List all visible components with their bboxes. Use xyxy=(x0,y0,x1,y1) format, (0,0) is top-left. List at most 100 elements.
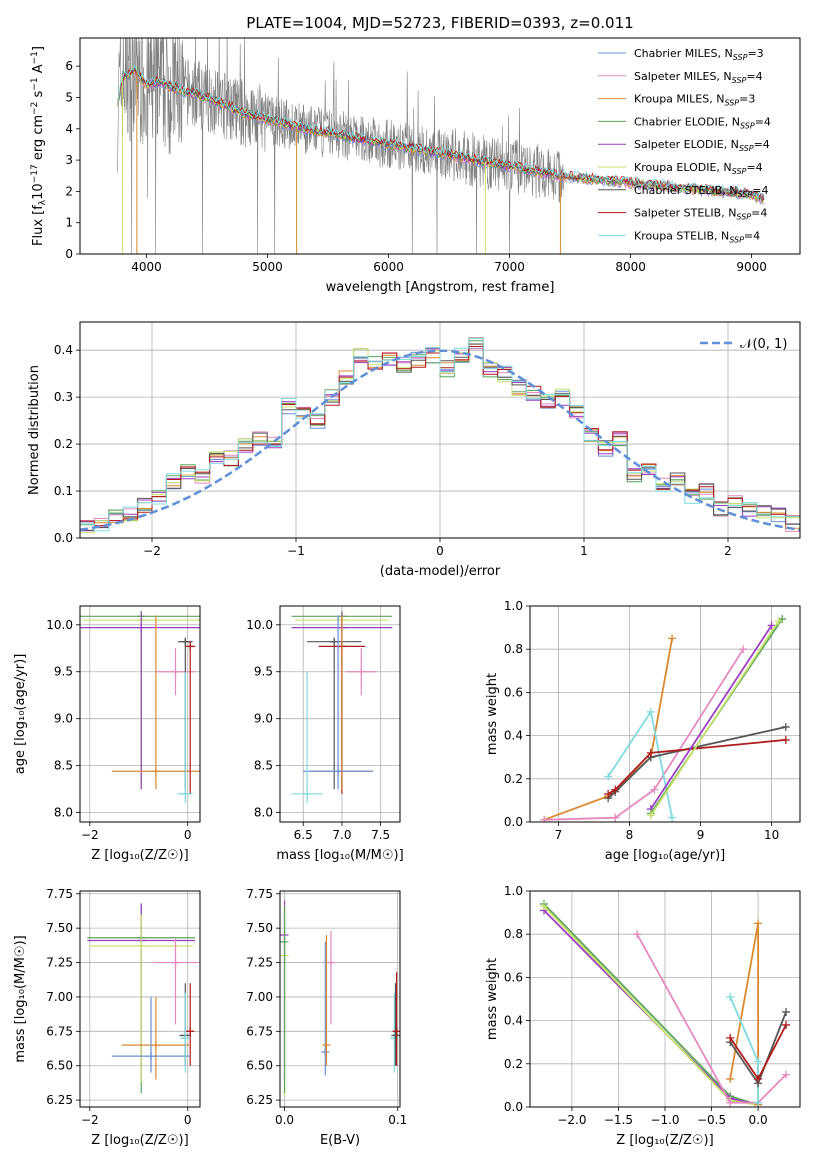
data-point xyxy=(726,1033,735,1042)
panel-age-vs-mass: 6.5 7.0 7.5 8.0 8.5 9.0 9.5 10.0 mass [log₁₀(M/M… xyxy=(246,605,404,863)
x-tick-label: 0.0 xyxy=(749,1113,768,1127)
y-tick-label: 7.25 xyxy=(246,956,273,970)
x-tick-label: 4000 xyxy=(131,260,162,274)
y-tick-label: 0 xyxy=(65,247,73,261)
axes-frame xyxy=(529,890,801,1108)
x-tick-label: 1 xyxy=(580,544,588,558)
x-tick-label: −0.5 xyxy=(697,1113,726,1127)
data-point xyxy=(322,1041,331,1050)
data-point xyxy=(151,767,160,776)
axes-frame xyxy=(79,890,201,1108)
y-tick-label: 1 xyxy=(65,216,73,230)
y-tick-label: 7.00 xyxy=(46,990,73,1004)
series-line xyxy=(607,739,786,795)
data-point xyxy=(782,1070,791,1079)
x-tick-label: 10 xyxy=(764,828,779,842)
data-point xyxy=(754,1057,763,1066)
data-point xyxy=(147,1052,156,1061)
x-axis-label: (data-model)/error xyxy=(380,564,501,579)
x-tick-label: 5000 xyxy=(252,260,283,274)
y-tick-label: 9.0 xyxy=(254,712,273,726)
plot-area xyxy=(280,900,400,1096)
model-spectrum xyxy=(117,67,765,201)
x-tick-label: −2 xyxy=(81,828,99,842)
y-tick-label: 0.2 xyxy=(504,772,523,786)
y-tick-label: 6.75 xyxy=(46,1024,73,1038)
data-point xyxy=(539,902,548,911)
y-tick-label: 0.0 xyxy=(504,1100,523,1114)
plot-area xyxy=(117,38,765,254)
y-tick-label: 7.50 xyxy=(246,921,273,935)
y-tick-label: 7.75 xyxy=(46,887,73,901)
x-tick-label: 0 xyxy=(184,828,192,842)
data-point xyxy=(781,722,790,731)
x-tick-label: −2 xyxy=(81,1113,99,1127)
x-tick-label: 6.5 xyxy=(294,828,313,842)
data-point xyxy=(604,772,613,781)
model-spectrum xyxy=(117,66,765,202)
data-point xyxy=(171,667,180,676)
y-tick-label: 8.0 xyxy=(54,806,73,820)
data-point xyxy=(151,1041,160,1050)
y-tick-label: 0.2 xyxy=(504,1057,523,1071)
y-tick-label: 9.0 xyxy=(54,712,73,726)
axes-frame xyxy=(279,605,401,823)
data-point xyxy=(186,642,195,651)
axes-frame xyxy=(79,605,201,823)
legend-entry: Chabrier ELODIE, NSSP=4 xyxy=(634,115,771,130)
y-tick-label: 0.6 xyxy=(504,970,523,984)
data-point xyxy=(774,617,783,626)
y-tick-label: 6.75 xyxy=(246,1024,273,1038)
data-point xyxy=(186,1027,195,1036)
y-axis-label: mass weight xyxy=(485,673,500,755)
data-point xyxy=(280,937,289,946)
data-point xyxy=(392,1027,400,1036)
x-tick-label: 6000 xyxy=(373,260,404,274)
data-point xyxy=(767,621,776,630)
x-axis-label: Z [log₁₀(Z/Z☉)] xyxy=(91,1133,188,1148)
y-tick-label: 9.5 xyxy=(54,665,73,679)
y-tick-label: 0.8 xyxy=(504,642,523,656)
x-tick-label: 9 xyxy=(697,828,705,842)
data-point xyxy=(782,1020,791,1029)
y-tick-label: 0.1 xyxy=(54,484,73,498)
y-tick-label: 10.0 xyxy=(46,618,73,632)
y-tick-label: 2 xyxy=(65,184,73,198)
x-tick-label: 2 xyxy=(724,544,732,558)
data-point xyxy=(330,637,339,646)
y-tick-label: 0.4 xyxy=(504,729,523,743)
panel-massweight-vs-age: 7 8 9 10 0.0 0.2 0.4 0.6 0.8 1.0 age [log₁₀(age/yr… xyxy=(485,599,801,863)
model-spectrum xyxy=(117,67,765,203)
data-point xyxy=(540,815,549,822)
y-tick-label: 8.0 xyxy=(254,806,273,820)
x-axis-label: Z [log₁₀(Z/Z☉)] xyxy=(616,1133,713,1148)
data-point xyxy=(754,919,763,928)
x-tick-label: 9000 xyxy=(736,260,767,274)
data-point xyxy=(137,623,146,632)
data-point xyxy=(754,1098,763,1107)
y-axis-label: Flux [fλ10−17 erg cm−2 s−1 A−1] xyxy=(30,46,48,246)
panel-age-vs-Z: −2 0 8.0 8.5 9.0 9.5 10.0 Z [log₁₀(Z/Z☉)] age [l… xyxy=(13,605,201,863)
series-line xyxy=(543,638,673,821)
legend-entry: Chabrier MILES, NSSP=3 xyxy=(634,47,764,62)
x-tick-label: 7.5 xyxy=(371,828,390,842)
data-point xyxy=(668,634,677,643)
y-tick-label: 9.5 xyxy=(254,665,273,679)
y-tick-label: 6.25 xyxy=(46,1093,73,1107)
normal-curve xyxy=(80,349,800,532)
series-line xyxy=(636,933,787,1104)
x-tick-label: 0 xyxy=(436,544,444,558)
data-point xyxy=(611,785,620,794)
panel-mass-vs-EBV: 0.0 0.1 6.25 6.50 6.75 7.00 7.25 7.50 7.75 E(B-V) xyxy=(246,887,407,1148)
y-tick-label: 7.00 xyxy=(246,990,273,1004)
x-axis-label: wavelength [Angstrom, rest frame] xyxy=(326,280,555,295)
y-tick-label: 0.6 xyxy=(504,685,523,699)
data-point xyxy=(754,1074,763,1083)
plot-area xyxy=(291,610,393,804)
plot-area xyxy=(540,614,790,822)
data-point xyxy=(646,748,655,757)
x-axis-label: mass [log₁₀(M/M☉)] xyxy=(276,848,403,863)
y-tick-label: 3 xyxy=(65,153,73,167)
axes-frame xyxy=(279,890,401,1108)
